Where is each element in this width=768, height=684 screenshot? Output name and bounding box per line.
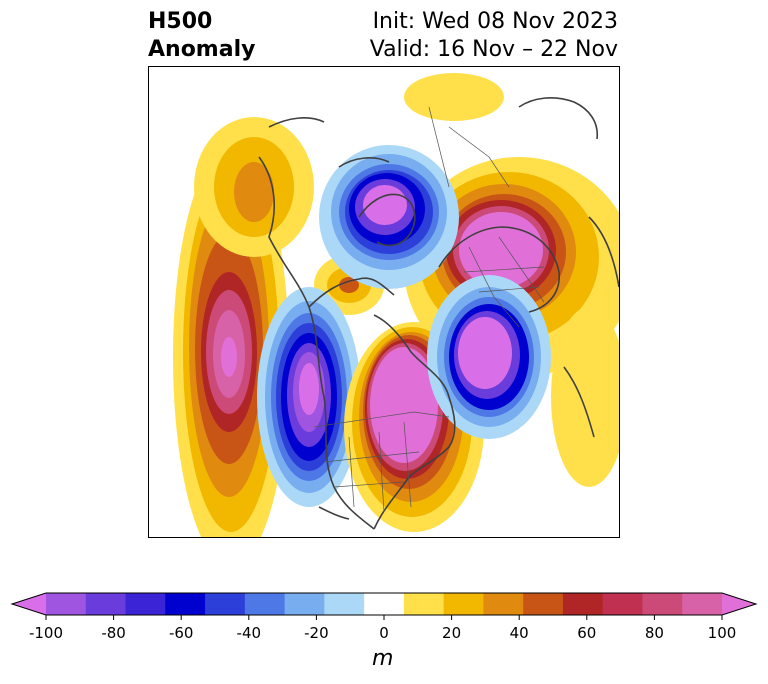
title-type: Anomaly xyxy=(148,37,256,62)
colorbar-swatch xyxy=(483,593,524,615)
anomaly-map xyxy=(148,66,620,538)
colorbar-swatch xyxy=(403,593,445,615)
colorbar-tick-label: 60 xyxy=(577,624,596,642)
colorbar-swatch xyxy=(324,593,365,615)
colorbar-swatch xyxy=(284,593,325,615)
anomaly-arctic-ridge xyxy=(404,73,504,121)
valid-range: Valid: 16 Nov – 22 Nov xyxy=(369,37,618,62)
colorbar-swatch xyxy=(682,593,723,615)
colorbar-tick-label: 20 xyxy=(442,624,461,642)
colorbar-swatches xyxy=(12,593,756,615)
colorbar-tick-label: -100 xyxy=(29,624,63,642)
colorbar-unit: m xyxy=(372,646,394,671)
map-svg xyxy=(173,73,619,537)
colorbar-swatch xyxy=(602,593,643,615)
title-right: Init: Wed 08 Nov 2023 Valid: 16 Nov – 22… xyxy=(370,8,618,64)
colorbar-tick-label: 100 xyxy=(708,624,737,642)
colorbar-tick-label: 80 xyxy=(645,624,664,642)
colorbar-swatch xyxy=(46,593,87,615)
colorbar-swatch xyxy=(125,593,166,615)
anomaly-western-na xyxy=(257,287,361,507)
colorbar-extend-high xyxy=(722,593,756,615)
colorbar-swatch xyxy=(205,593,246,615)
title-left: H500 Anomaly xyxy=(148,8,255,64)
colorbar-swatch xyxy=(165,593,206,615)
colorbar: -100 -80 -60 -40 -20 0 20 40 60 80 100 xyxy=(10,592,758,642)
anomaly-alaska xyxy=(194,117,314,257)
colorbar-extend-low xyxy=(12,593,46,615)
anomaly-north-atlantic xyxy=(427,275,551,439)
colorbar-swatch xyxy=(642,593,683,615)
title-variable: H500 xyxy=(148,9,213,34)
colorbar-tick-label: 0 xyxy=(379,624,389,642)
anomaly-arctic-canada xyxy=(319,145,459,289)
colorbar-tick-label: -60 xyxy=(169,624,194,642)
colorbar-tick-label: -80 xyxy=(101,624,126,642)
colorbar-swatch xyxy=(85,593,127,615)
colorbar-swatch xyxy=(443,593,484,615)
colorbar-tick-label: 40 xyxy=(510,624,529,642)
borders xyxy=(313,106,545,513)
colorbar-swatch xyxy=(244,593,286,615)
colorbar-tick-label: -20 xyxy=(304,624,329,642)
init-date: Init: Wed 08 Nov 2023 xyxy=(372,9,618,34)
colorbar-ticks: -100 -80 -60 -40 -20 0 20 40 60 80 100 xyxy=(29,615,736,642)
colorbar-swatch xyxy=(562,593,604,615)
colorbar-swatch xyxy=(364,593,405,615)
colorbar-tick-label: -40 xyxy=(237,624,262,642)
colorbar-swatch xyxy=(523,593,564,615)
anomaly-east-atlantic xyxy=(551,307,619,487)
